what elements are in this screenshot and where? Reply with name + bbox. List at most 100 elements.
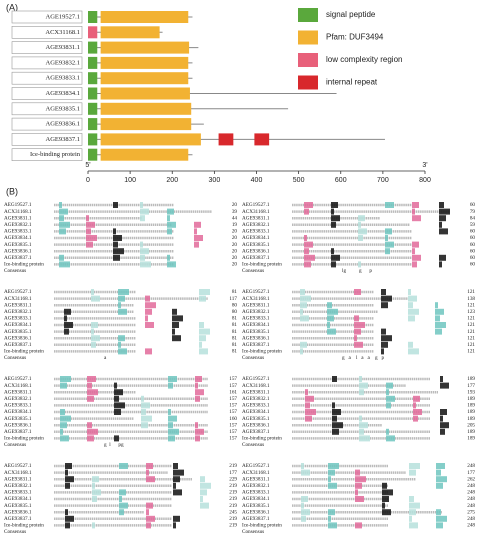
seq-name: AGE93834.1 xyxy=(4,496,32,502)
seq-shade xyxy=(119,463,128,469)
seq-shade xyxy=(195,382,198,389)
seq-end: 219 xyxy=(229,496,237,502)
seq-end: 123 xyxy=(467,309,475,315)
seq-name: AGE93834.1 xyxy=(4,235,32,241)
seq-end: 121 xyxy=(467,329,475,335)
seq-shade xyxy=(114,395,119,402)
name-box xyxy=(11,41,83,54)
seq-name: Ice-binding protein xyxy=(4,262,44,268)
seq-end: 60 xyxy=(470,255,476,261)
seq-name: AGE93831.1 xyxy=(242,302,270,308)
seq-shade xyxy=(146,476,155,483)
seq-shade xyxy=(409,522,418,529)
seq-shade xyxy=(168,422,173,429)
seq-shade xyxy=(200,496,203,502)
seq-shade xyxy=(86,221,95,228)
seq-shade xyxy=(358,261,361,268)
seq-shade xyxy=(382,489,393,496)
seq-end: 160 xyxy=(229,416,237,422)
seq-shade xyxy=(172,335,181,342)
seq-shade xyxy=(173,482,176,489)
seq-name: AGE93836.1 xyxy=(242,422,270,428)
seq-shade xyxy=(435,302,438,309)
seq-shade xyxy=(301,515,306,522)
seq-shade xyxy=(59,228,66,235)
seq-shade xyxy=(305,395,314,402)
seq-shade xyxy=(436,482,443,489)
seq-name: AGE93835.1 xyxy=(242,329,270,335)
seq-shade xyxy=(301,509,310,516)
seq-shade xyxy=(386,428,389,435)
seq-shade xyxy=(359,376,362,382)
seq-name: AGE93833.1 xyxy=(4,490,32,496)
seq-end: 60 xyxy=(470,248,476,254)
seq-shade xyxy=(412,248,415,255)
seq-shade xyxy=(60,376,71,382)
seq-shade xyxy=(408,315,415,322)
domain xyxy=(100,118,192,131)
seq-end: 20 xyxy=(232,255,238,261)
name-box xyxy=(11,102,83,116)
seq-shade xyxy=(145,322,154,328)
seq-shade xyxy=(305,409,316,415)
legend-label: internal repeat xyxy=(326,78,378,87)
seq-shade xyxy=(439,202,444,208)
x-tick-label: 300 xyxy=(209,177,221,184)
seq-shade xyxy=(65,476,74,483)
seq-name: Ice-binding protein xyxy=(242,523,282,529)
protein-name: AGE93832.1 xyxy=(46,59,80,66)
seq-shade xyxy=(113,228,116,235)
seq-end: 121 xyxy=(467,335,475,341)
seq-shade xyxy=(195,422,198,429)
protein-name: AGE93837.1 xyxy=(46,136,80,143)
seq-name: AGE93834.1 xyxy=(242,235,270,241)
seq-shade xyxy=(141,422,148,429)
seq-shade xyxy=(305,402,310,409)
seq-shade xyxy=(145,348,152,355)
seq-shade xyxy=(385,235,388,241)
seq-shade xyxy=(386,435,395,442)
seq-shade xyxy=(440,382,449,389)
seq-shade xyxy=(114,389,123,396)
seq-shade xyxy=(300,289,305,295)
x-tick-label: 600 xyxy=(335,177,347,184)
seq-shade xyxy=(87,435,94,442)
seq-shade xyxy=(145,302,156,309)
domain xyxy=(100,148,189,161)
seq-name: ACX31168.1 xyxy=(242,470,270,476)
seq-shade xyxy=(119,496,122,502)
consensus: g a l a a g p xyxy=(342,355,384,361)
seq-shade xyxy=(386,389,389,396)
seq-name: ACX31168.1 xyxy=(4,296,32,302)
seq-shade xyxy=(331,254,340,261)
seq-shade xyxy=(305,389,308,396)
seq-shade xyxy=(92,476,99,483)
seq-shade xyxy=(118,295,125,302)
seq-shade xyxy=(146,515,155,522)
seq-name: AGE93833.1 xyxy=(242,316,270,322)
name-box xyxy=(11,10,83,24)
seq-name: AGE93831.1 xyxy=(4,476,32,482)
seq-shade xyxy=(301,496,308,502)
seq-shade xyxy=(385,241,394,248)
seq-shade xyxy=(327,322,330,328)
seq-shade xyxy=(331,215,340,222)
seq-end: 219 xyxy=(229,516,237,522)
axis-end: 3' xyxy=(422,162,427,169)
seq-end: 121 xyxy=(467,316,475,322)
seq-shade xyxy=(167,208,174,215)
seq-shade xyxy=(355,496,364,502)
seq-shade xyxy=(199,295,206,302)
seq-shade xyxy=(413,395,420,402)
seq-name: AGE93831.1 xyxy=(242,389,270,395)
seq-shade xyxy=(60,422,67,429)
seq-shade xyxy=(331,221,336,228)
seq-shade xyxy=(119,509,124,516)
seq-shade xyxy=(114,382,117,389)
seq-end: 189 xyxy=(467,396,475,402)
protein-name: ACX31168.1 xyxy=(45,29,80,36)
seq-shade xyxy=(435,315,440,322)
seq-end: 177 xyxy=(467,383,475,389)
seq-name: AGE93835.1 xyxy=(4,242,32,248)
seq-shade xyxy=(91,341,96,348)
